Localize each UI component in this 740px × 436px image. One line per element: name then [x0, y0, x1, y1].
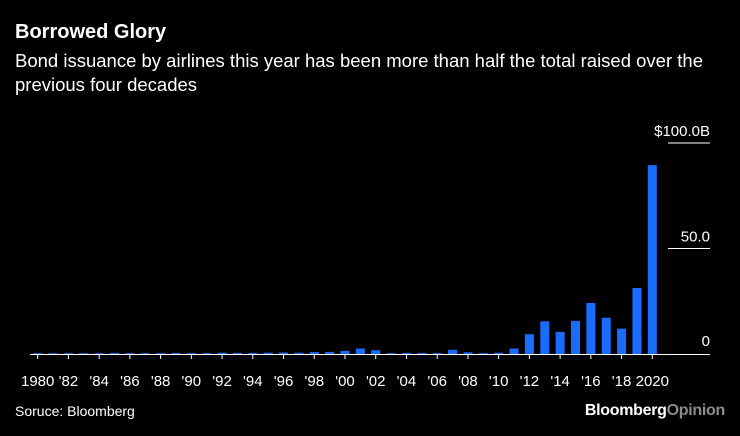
bar-2014 — [555, 331, 565, 354]
bar-2005 — [417, 352, 427, 354]
bar-1984 — [94, 353, 104, 354]
x-tick-label: '98 — [304, 373, 324, 390]
bar-1981 — [48, 353, 58, 354]
x-tick-label: '02 — [366, 373, 386, 390]
x-tick-label: '16 — [581, 373, 601, 390]
x-tick-label: '88 — [151, 373, 171, 390]
bar-2019 — [632, 287, 642, 354]
x-tick-label: '18 — [612, 373, 632, 390]
bar-2002 — [371, 350, 381, 354]
bar-2013 — [540, 321, 550, 354]
bloomberg-opinion-logo: BloombergOpinion — [585, 402, 725, 420]
bar-1980 — [33, 353, 43, 354]
x-tick-label: '14 — [550, 373, 570, 390]
x-tick-label: '92 — [212, 373, 232, 390]
bar-1983 — [79, 353, 89, 354]
x-tick-label: '12 — [520, 373, 540, 390]
bar-1993 — [232, 352, 242, 354]
bar-1999 — [325, 351, 335, 354]
x-tick-label: '96 — [274, 373, 294, 390]
bar-2017 — [601, 317, 611, 354]
x-tick-label: 1980 — [21, 373, 54, 390]
y-tick-label: $100.0B — [654, 123, 710, 140]
bar-2008 — [463, 352, 473, 354]
bar-2009 — [478, 353, 488, 354]
bar-2006 — [432, 353, 442, 354]
bar-1986 — [125, 353, 135, 354]
bar-1998 — [309, 352, 319, 354]
bar-2015 — [570, 320, 580, 354]
bar-1989 — [171, 352, 181, 354]
bar-1995 — [263, 352, 273, 354]
bar-1990 — [186, 353, 196, 354]
chart-title: Borrowed Glory — [15, 21, 167, 43]
bar-2000 — [340, 350, 350, 354]
bar-2007 — [448, 349, 458, 354]
bar-1988 — [156, 353, 166, 354]
bar-1991 — [202, 353, 212, 354]
x-tick-label: '08 — [458, 373, 478, 390]
x-tick-label: '90 — [182, 373, 202, 390]
source-note: Soruce: Bloomberg — [15, 403, 135, 419]
x-tick-label: '04 — [397, 373, 417, 390]
y-tick-label: 50.0 — [681, 229, 710, 246]
x-tick-label: 2020 — [636, 373, 669, 390]
x-tick-label: '10 — [489, 373, 509, 390]
brand-opinion: Opinion — [666, 402, 726, 419]
x-tick-label: '86 — [120, 373, 140, 390]
bar-2004 — [401, 352, 411, 354]
bar-1987 — [140, 353, 150, 354]
bar-1992 — [217, 352, 227, 354]
bar-2011 — [509, 348, 519, 354]
bar-2012 — [524, 334, 534, 354]
y-tick-label: 0 — [702, 333, 710, 350]
bar-1985 — [110, 352, 120, 354]
bar-2001 — [355, 348, 365, 354]
bar-2018 — [617, 328, 627, 354]
bar-1994 — [248, 352, 258, 354]
x-tick-label: '06 — [427, 373, 447, 390]
x-tick-label: '82 — [59, 373, 79, 390]
x-tick-label: '00 — [335, 373, 355, 390]
x-tick-label: '94 — [243, 373, 263, 390]
bar-2010 — [494, 352, 504, 354]
bar-1982 — [63, 353, 73, 354]
bar-1996 — [279, 352, 289, 354]
chart-subtitle: Bond issuance by airlines this year has … — [15, 50, 703, 95]
bar-1997 — [294, 352, 304, 354]
bar-2003 — [386, 353, 396, 354]
bar-2016 — [586, 302, 596, 354]
bar-2020 — [647, 165, 657, 354]
brand-bloomberg: Bloomberg — [584, 402, 667, 419]
x-tick-label: '84 — [89, 373, 109, 390]
